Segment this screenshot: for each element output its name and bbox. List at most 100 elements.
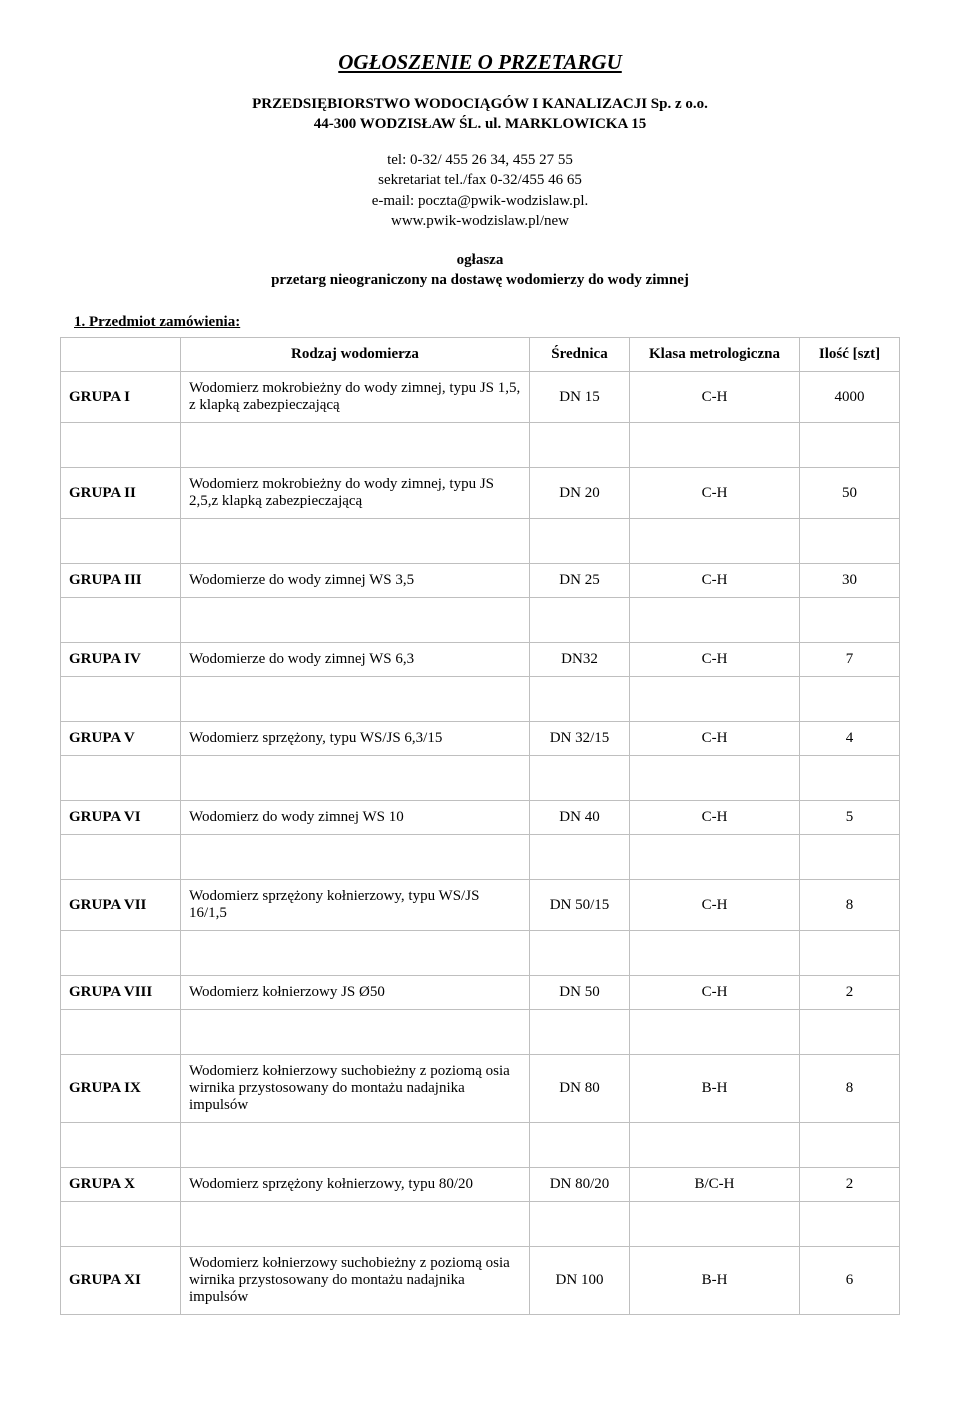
spacer-cell xyxy=(800,598,900,643)
cell-qty: 2 xyxy=(800,976,900,1010)
cell-description: Wodomierz do wody zimnej WS 10 xyxy=(181,801,530,835)
spacer-cell xyxy=(800,931,900,976)
table-spacer-row xyxy=(61,931,900,976)
cell-qty: 8 xyxy=(800,880,900,931)
table-spacer-row xyxy=(61,519,900,564)
table-row: GRUPA IXWodomierz kołnierzowy suchobieżn… xyxy=(61,1055,900,1123)
cell-group: GRUPA II xyxy=(61,468,181,519)
cell-diameter: DN 40 xyxy=(530,801,630,835)
th-type: Rodzaj wodomierza xyxy=(181,338,530,372)
announce-line1: ogłasza xyxy=(60,251,900,271)
spacer-cell xyxy=(800,423,900,468)
cell-qty: 8 xyxy=(800,1055,900,1123)
spacer-cell xyxy=(181,598,530,643)
cell-qty: 50 xyxy=(800,468,900,519)
cell-diameter: DN 32/15 xyxy=(530,722,630,756)
th-class: Klasa metrologiczna xyxy=(630,338,800,372)
spacer-cell xyxy=(630,1123,800,1168)
section-heading: 1. Przedmiot zamówienia: xyxy=(92,314,900,331)
table-row: GRUPA VWodomierz sprzężony, typu WS/JS 6… xyxy=(61,722,900,756)
spacer-cell xyxy=(530,1202,630,1247)
contact-www: www.pwik-wodzislaw.pl/new xyxy=(60,211,900,231)
table-spacer-row xyxy=(61,1010,900,1055)
cell-group: GRUPA VII xyxy=(61,880,181,931)
spacer-cell xyxy=(61,1010,181,1055)
spacer-cell xyxy=(530,931,630,976)
spacer-cell xyxy=(630,756,800,801)
spacer-cell xyxy=(181,835,530,880)
cell-class: B-H xyxy=(630,1055,800,1123)
spacer-cell xyxy=(181,1202,530,1247)
cell-description: Wodomierz sprzężony kołnierzowy, typu WS… xyxy=(181,880,530,931)
spacer-cell xyxy=(630,835,800,880)
cell-class: B-H xyxy=(630,1247,800,1315)
cell-description: Wodomierz kołnierzowy suchobieżny z pozi… xyxy=(181,1247,530,1315)
cell-description: Wodomierz sprzężony kołnierzowy, typu 80… xyxy=(181,1168,530,1202)
table-spacer-row xyxy=(61,1123,900,1168)
org-address: 44-300 WODZISŁAW ŚL. ul. MARKLOWICKA 15 xyxy=(60,115,900,135)
table-body: GRUPA IWodomierz mokrobieżny do wody zim… xyxy=(61,372,900,1315)
contact-tel: tel: 0-32/ 455 26 34, 455 27 55 xyxy=(60,150,900,170)
spacer-cell xyxy=(800,677,900,722)
cell-qty: 4 xyxy=(800,722,900,756)
cell-class: C-H xyxy=(630,372,800,423)
spacer-cell xyxy=(61,423,181,468)
spacer-cell xyxy=(800,756,900,801)
spacer-cell xyxy=(530,1010,630,1055)
cell-diameter: DN 50 xyxy=(530,976,630,1010)
cell-class: C-H xyxy=(630,880,800,931)
spacer-cell xyxy=(61,835,181,880)
spacer-cell xyxy=(181,1010,530,1055)
cell-diameter: DN 100 xyxy=(530,1247,630,1315)
cell-description: Wodomierz kołnierzowy JS Ø50 xyxy=(181,976,530,1010)
table-spacer-row xyxy=(61,598,900,643)
cell-group: GRUPA V xyxy=(61,722,181,756)
spacer-cell xyxy=(800,1010,900,1055)
spacer-cell xyxy=(630,423,800,468)
spacer-cell xyxy=(630,1010,800,1055)
cell-class: C-H xyxy=(630,722,800,756)
table-row: GRUPA VIIWodomierz sprzężony kołnierzowy… xyxy=(61,880,900,931)
spacer-cell xyxy=(630,1202,800,1247)
cell-diameter: DN 15 xyxy=(530,372,630,423)
spacer-cell xyxy=(181,423,530,468)
spacer-cell xyxy=(181,519,530,564)
table-spacer-row xyxy=(61,677,900,722)
table-row: GRUPA IVWodomierze do wody zimnej WS 6,3… xyxy=(61,643,900,677)
spacer-cell xyxy=(530,756,630,801)
cell-group: GRUPA X xyxy=(61,1168,181,1202)
cell-qty: 30 xyxy=(800,564,900,598)
table-row: GRUPA IIWodomierz mokrobieżny do wody zi… xyxy=(61,468,900,519)
cell-diameter: DN 20 xyxy=(530,468,630,519)
spacer-cell xyxy=(530,677,630,722)
spacer-cell xyxy=(181,1123,530,1168)
spacer-cell xyxy=(61,931,181,976)
table-row: GRUPA XIWodomierz kołnierzowy suchobieżn… xyxy=(61,1247,900,1315)
spacer-cell xyxy=(630,598,800,643)
th-qty: Ilość [szt] xyxy=(800,338,900,372)
spacer-cell xyxy=(630,519,800,564)
spacer-cell xyxy=(800,519,900,564)
spacer-cell xyxy=(61,1202,181,1247)
cell-class: C-H xyxy=(630,801,800,835)
spacer-cell xyxy=(530,835,630,880)
spacer-cell xyxy=(181,677,530,722)
spacer-cell xyxy=(630,677,800,722)
org-name: PRZEDSIĘBIORSTWO WODOCIĄGÓW I KANALIZACJ… xyxy=(60,95,900,115)
cell-description: Wodomierz mokrobieżny do wody zimnej, ty… xyxy=(181,468,530,519)
spacer-cell xyxy=(530,598,630,643)
table-row: GRUPA XWodomierz sprzężony kołnierzowy, … xyxy=(61,1168,900,1202)
cell-qty: 2 xyxy=(800,1168,900,1202)
table-row: GRUPA IWodomierz mokrobieżny do wody zim… xyxy=(61,372,900,423)
cell-group: GRUPA III xyxy=(61,564,181,598)
spacer-cell xyxy=(181,931,530,976)
cell-class: C-H xyxy=(630,643,800,677)
th-group xyxy=(61,338,181,372)
cell-group: GRUPA XI xyxy=(61,1247,181,1315)
cell-group: GRUPA VIII xyxy=(61,976,181,1010)
spacer-cell xyxy=(630,931,800,976)
cell-group: GRUPA IV xyxy=(61,643,181,677)
table-spacer-row xyxy=(61,1202,900,1247)
spacer-cell xyxy=(61,1123,181,1168)
cell-description: Wodomierze do wody zimnej WS 6,3 xyxy=(181,643,530,677)
